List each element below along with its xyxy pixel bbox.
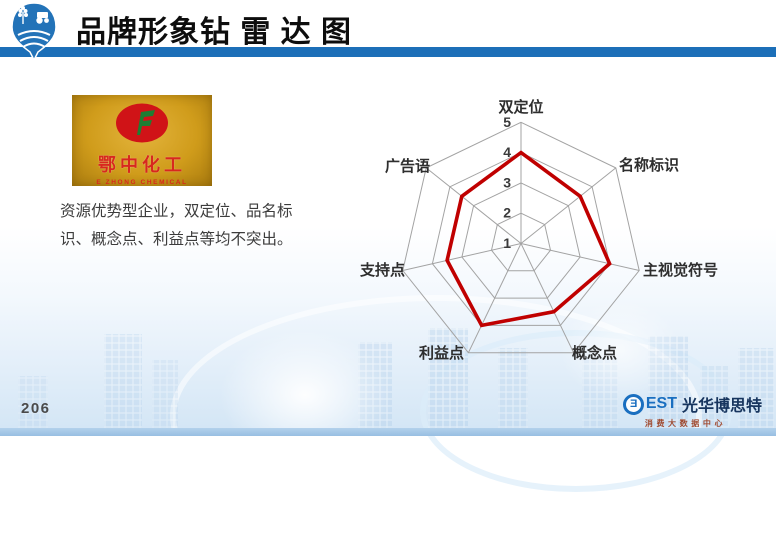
radar-axis-line <box>520 243 640 271</box>
radar-grid-ring <box>402 121 640 354</box>
radar-axis-label: 利益点 <box>419 344 464 362</box>
radar-axis-label: 双定位 <box>498 98 543 116</box>
radar-axis-line <box>402 243 522 271</box>
radar-axis-label: 主视觉符号 <box>643 261 718 279</box>
radar-axis-line <box>425 167 522 244</box>
balloon-pin-logo-icon <box>9 2 59 67</box>
radar-axis-label: 概念点 <box>572 344 617 362</box>
radar-tick-label: 5 <box>503 114 511 130</box>
radar-axis-label: 广告语 <box>385 157 430 175</box>
radar-grid-ring <box>490 212 552 272</box>
radar-axis-line <box>467 243 522 353</box>
radar-data-polygon <box>445 150 612 328</box>
best-circle-icon: E <box>622 393 644 415</box>
radar-chart: 1 2 3 4 5 双定位名称标识主视觉符号概念点 利益点 支持点 广告语 <box>340 88 740 378</box>
page-number: 206 <box>21 400 51 417</box>
radar-grid-ring <box>431 152 611 326</box>
radar-axis-line <box>520 167 617 244</box>
radar-tick-label: 1 <box>503 235 511 251</box>
best-est-text: EST <box>645 395 677 412</box>
header-bar <box>0 47 776 57</box>
brand-logo-card: 鄂中化工 E ZHONG CHEMICAL <box>72 95 212 186</box>
description-text: 资源优势型企业，双定位、品名标识、概念点、利益点等均不突出。 <box>60 203 293 249</box>
brand-name-en: E ZHONG CHEMICAL <box>96 179 188 186</box>
city-building <box>152 360 178 428</box>
footer-brand-name: 光华博思特 <box>681 398 762 415</box>
radar-tick-label: 3 <box>503 174 511 190</box>
radar-tick-label: 4 <box>503 144 511 160</box>
bottom-band <box>0 428 776 436</box>
footer-brand-logo: E EST 光华博思特 消费大数据中心 <box>622 392 762 429</box>
brand-emblem-icon <box>113 102 171 149</box>
radar-axis-line <box>520 243 575 353</box>
page-title: 品牌形象钻 雷 达 图 <box>76 16 353 49</box>
radar-axis-label: 名称标识 <box>619 156 679 174</box>
city-building <box>104 334 142 428</box>
footer-brand-subtitle: 消费大数据中心 <box>644 419 727 428</box>
radar-grid-ring <box>461 182 581 299</box>
radar-axis-label: 支持点 <box>359 261 405 279</box>
brand-name-cn: 鄂中化工 <box>98 155 186 175</box>
radar-tick-label: 2 <box>503 205 511 221</box>
